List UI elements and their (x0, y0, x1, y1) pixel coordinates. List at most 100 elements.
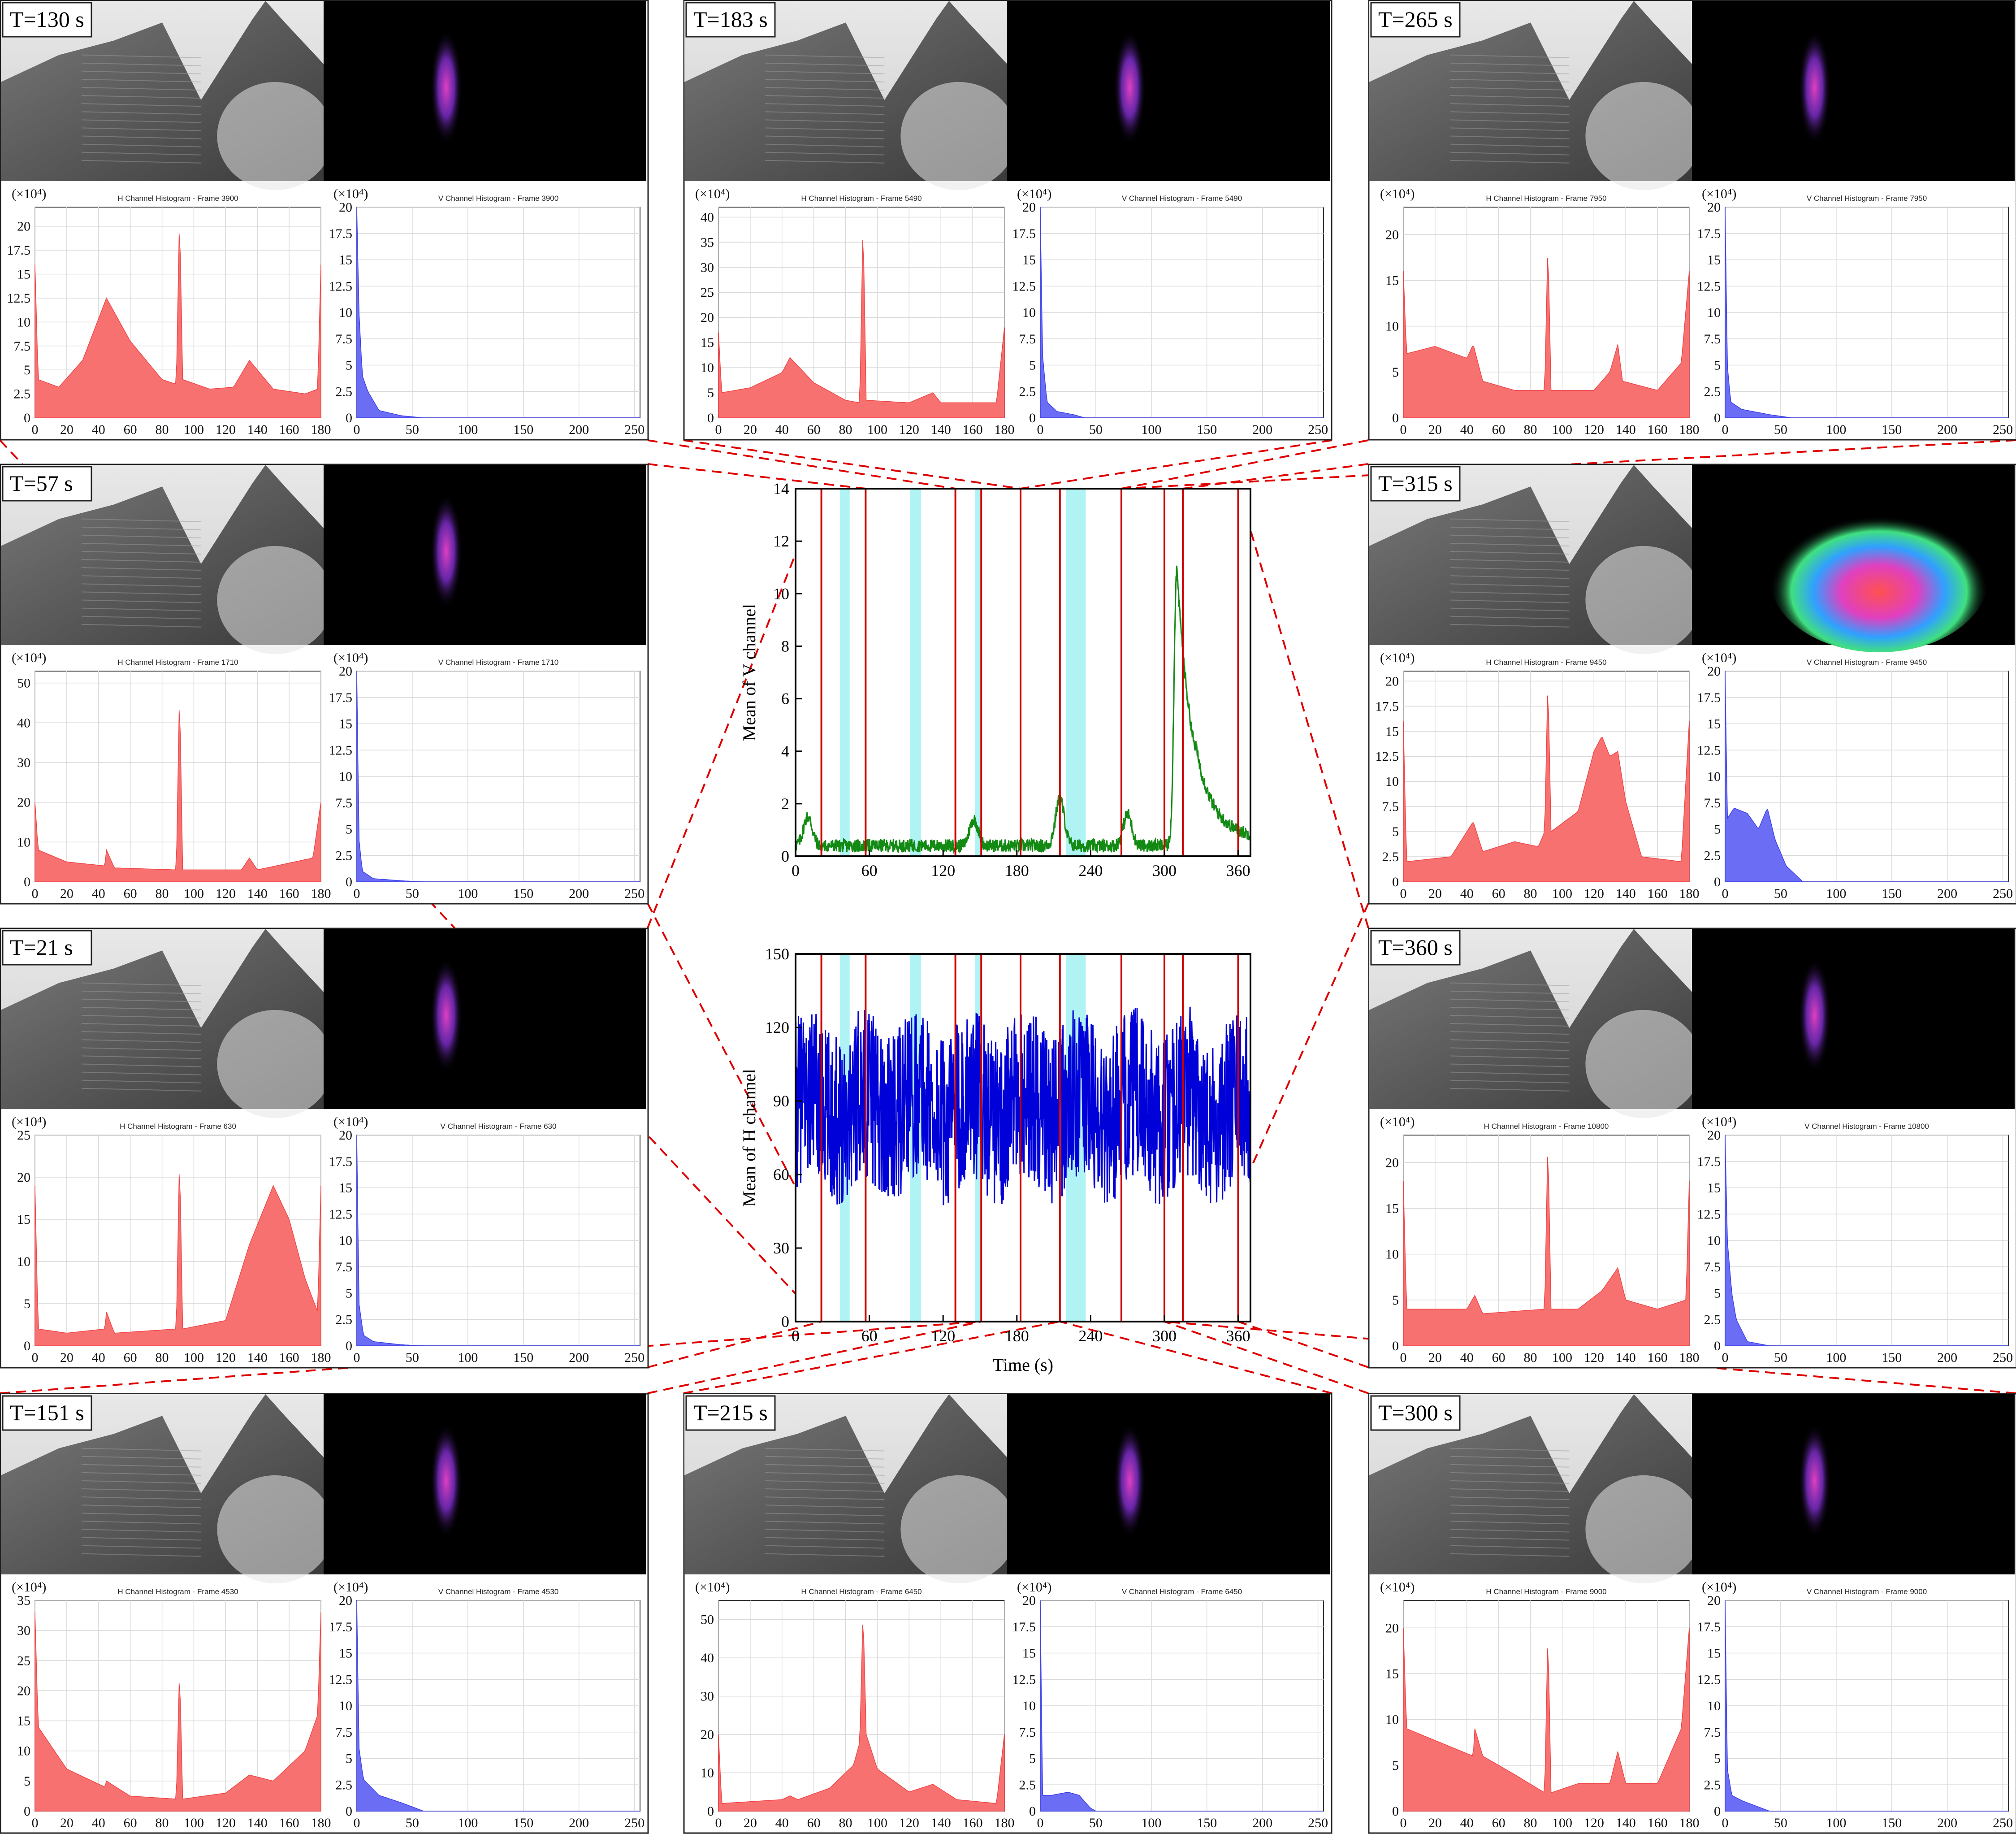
v-hist-x-tick-label: 200 (1937, 422, 1957, 437)
y-tick-label: 0 (781, 847, 789, 865)
series-line (795, 565, 1251, 854)
series-line (795, 1006, 1251, 1205)
h-hist-x-tick-label: 100 (184, 1816, 204, 1830)
v-hist-y-tick-label: 10 (1022, 305, 1036, 320)
v-hist-y-tick-label: 0 (346, 1339, 352, 1353)
h-hist-y-tick-label: 15 (1385, 1201, 1399, 1216)
v-hist-y-tick-label: 12.5 (1697, 743, 1721, 758)
y-tick-label: 150 (765, 945, 789, 963)
highlight-span (975, 489, 980, 856)
h-hist-y-tick-label: 17.5 (1376, 699, 1399, 714)
h-hist-y-tick-label: 20 (1385, 1621, 1399, 1635)
h-hist-x-tick-label: 60 (1492, 422, 1506, 437)
v-hist-title: V Channel Histogram - Frame 1710 (438, 658, 558, 667)
h-hist-x-tick-label: 40 (1460, 1350, 1474, 1365)
v-hist-y-tick-label: 2.5 (336, 1312, 353, 1327)
y-tick-label: 90 (773, 1092, 789, 1110)
v-hist-y-tick-label: 17.5 (1012, 226, 1036, 241)
h-hist-area (35, 1174, 321, 1346)
h-hist-x-tick-label: 80 (1524, 422, 1537, 437)
h-hist-x-tick-label: 60 (124, 1350, 137, 1365)
v-hist-y-tick-label: 7.5 (336, 332, 353, 347)
h-hist-area (1403, 258, 1690, 418)
v-hist-y-tick-label: 10 (1707, 1699, 1721, 1713)
v-hist-y-tick-label: 15 (1022, 253, 1036, 268)
panel-t215-optical-flow (1007, 1394, 1330, 1574)
h-hist-x-tick-label: 120 (899, 1816, 919, 1830)
v-hist-y-tick-label: 2.5 (336, 384, 353, 399)
h-hist-x-tick-label: 20 (60, 886, 74, 901)
x-tick-label: 0 (792, 862, 800, 880)
y-tick-label: 30 (773, 1239, 789, 1257)
y-tick-label: 12 (773, 532, 789, 550)
h-hist-x-tick-label: 0 (715, 1816, 722, 1830)
h-hist-y-tick-label: 10 (17, 835, 30, 850)
h-hist-y-tick-label: 15 (17, 1714, 30, 1729)
time-label-box (2, 466, 92, 502)
time-label: T=183 s (693, 7, 768, 32)
v-hist-x-tick-label: 50 (1089, 422, 1103, 437)
h-hist-x-tick-label: 120 (216, 886, 236, 901)
v-hist-y-tick-label: 20 (1707, 1128, 1721, 1143)
v-hist-y-tick-label: 2.5 (1704, 384, 1721, 399)
v-hist-y-tick-label: 7.5 (1704, 796, 1721, 811)
time-label-box (1370, 2, 1461, 38)
y-tick-label: 4 (781, 742, 789, 760)
v-hist-x-tick-label: 200 (1937, 886, 1957, 901)
v-hist-y-tick-label: 20 (1022, 200, 1036, 215)
h-hist-x-tick-label: 40 (92, 886, 105, 901)
v-hist-y-tick-label: 2.5 (1019, 1777, 1036, 1792)
h-hist-area (1403, 1628, 1690, 1812)
connector-t183b (1020, 439, 1332, 490)
time-label-box (1370, 466, 1461, 502)
v-hist-exponent-label: (×10⁴) (1702, 186, 1736, 201)
h-hist-x-tick-label: 180 (995, 422, 1015, 437)
v-hist-y-tick-label: 7.5 (1019, 1725, 1036, 1740)
v-hist-x-tick-label: 100 (458, 1350, 478, 1365)
v-hist-y-tick-label: 10 (1022, 1699, 1036, 1713)
h-hist-y-tick-label: 10 (17, 1744, 30, 1759)
panel-t315-optical-flow (1692, 465, 2015, 653)
h-hist-x-tick-label: 80 (156, 1816, 169, 1830)
y-tick-label: 0 (781, 1313, 789, 1331)
h-hist-y-tick-label: 20 (701, 310, 714, 325)
v-hist-exponent-label: (×10⁴) (333, 186, 368, 201)
v-hist-y-tick-label: 12.5 (329, 1672, 353, 1687)
v-mean-chart: 0 2 4 6 8 10 12 14 0 60 120 180 240 300 360 Mean of V c… (739, 480, 1251, 880)
h-hist-y-tick-label: 0 (707, 411, 714, 425)
v-hist-y-tick-label: 10 (1707, 1233, 1721, 1248)
v-hist-x-tick-label: 0 (1722, 422, 1729, 437)
y-tick-label: 8 (781, 637, 789, 655)
h-hist-y-tick-label: 15 (17, 267, 30, 282)
v-hist-y-tick-label: 15 (1707, 1181, 1721, 1196)
v-hist-x-tick-label: 100 (1826, 886, 1846, 901)
h-hist-x-tick-label: 180 (311, 1816, 331, 1830)
h-hist-x-tick-label: 180 (1679, 422, 1700, 437)
h-hist-area (1403, 1157, 1690, 1346)
h-hist-y-tick-label: 0 (707, 1804, 714, 1819)
h-hist-x-tick-label: 140 (247, 1350, 268, 1365)
v-hist-x-tick-label: 0 (354, 1350, 360, 1365)
v-hist-y-tick-label: 20 (1707, 200, 1721, 215)
x-tick-label: 60 (861, 1327, 878, 1345)
v-hist-y-tick-label: 2.5 (1704, 1312, 1721, 1327)
v-hist-x-tick-label: 200 (569, 1816, 589, 1830)
panel-t130-optical-flow (324, 1, 646, 181)
h-hist-x-tick-label: 60 (1492, 1350, 1506, 1365)
v-hist-x-tick-label: 0 (1722, 1350, 1729, 1365)
h-hist-y-tick-label: 17.5 (7, 243, 31, 258)
h-hist-title: H Channel Histogram - Frame 5490 (801, 194, 921, 203)
v-hist-y-tick-label: 17.5 (1697, 1154, 1721, 1169)
h-hist-x-tick-label: 20 (744, 1816, 757, 1830)
h-hist-area (718, 1625, 1005, 1812)
v-hist-exponent-label: (×10⁴) (333, 1114, 368, 1129)
h-hist-x-tick-label: 100 (1552, 1350, 1572, 1365)
v-hist-y-tick-label: 0 (1714, 875, 1721, 889)
h-hist-x-tick-label: 0 (1400, 886, 1407, 901)
h-hist-x-tick-label: 20 (744, 422, 757, 437)
h-hist-x-tick-label: 0 (32, 422, 39, 437)
v-hist-y-tick-label: 12.5 (329, 743, 353, 758)
v-hist-area (356, 1135, 640, 1346)
